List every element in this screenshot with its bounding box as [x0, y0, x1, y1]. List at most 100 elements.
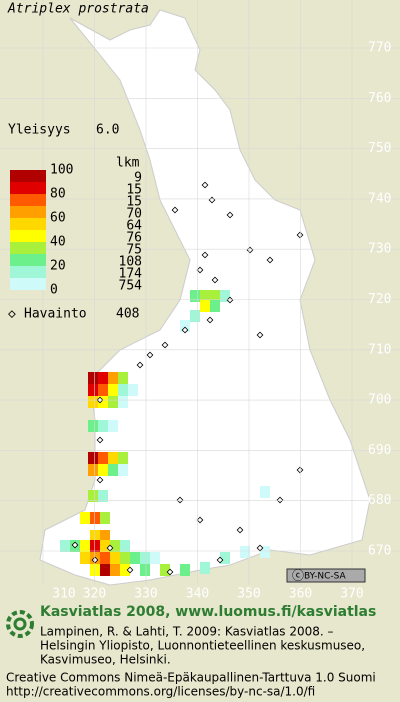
grid-cell — [88, 452, 98, 464]
grid-cell — [118, 372, 128, 384]
grid-cell — [118, 384, 128, 396]
legend-count: 64 — [126, 219, 142, 234]
grid-cell — [190, 290, 200, 302]
observation — [106, 544, 114, 552]
y-tick-label: 720 — [368, 292, 391, 307]
logo — [6, 610, 34, 638]
legend-swatch — [10, 206, 46, 218]
grid-cell — [108, 372, 118, 384]
x-tick-label: 330 — [134, 587, 157, 602]
occurrence-cells — [60, 181, 304, 576]
grid-cell — [110, 564, 120, 576]
legend-swatch — [10, 170, 46, 182]
grid-cell — [130, 552, 140, 564]
grid-cell — [108, 384, 118, 396]
observation — [166, 568, 174, 576]
legend-count: 174 — [119, 267, 143, 282]
legend-scale-label: 40 — [50, 235, 66, 250]
grid-cell — [180, 320, 190, 332]
y-tick-label: 670 — [368, 544, 391, 559]
observation — [201, 251, 209, 259]
observation — [96, 436, 104, 444]
grid-cell — [90, 530, 100, 542]
grid-cell — [240, 546, 250, 558]
legend-count: 9 — [134, 171, 142, 186]
x-tick-label: 340 — [186, 587, 209, 602]
observation — [196, 516, 204, 524]
observation — [256, 544, 264, 552]
y-tick-label: 700 — [368, 393, 391, 408]
grid-cell — [110, 540, 120, 552]
frequency-label: Yleisyys — [8, 123, 71, 138]
observation — [136, 361, 144, 369]
legend-count: 15 — [126, 183, 142, 198]
observation — [208, 196, 216, 204]
observation-count: 408 — [116, 307, 139, 322]
legend-count: 15 — [126, 195, 142, 210]
grid-cell — [110, 552, 120, 564]
grid-cell — [118, 452, 128, 464]
citation-line: Kasvimuseo, Helsinki. — [40, 653, 171, 667]
y-tick-label: 770 — [368, 41, 391, 56]
observation — [71, 541, 79, 549]
grid-cell — [120, 552, 130, 564]
grid-cell — [108, 420, 118, 432]
observation — [236, 526, 244, 534]
grid-cell — [88, 464, 98, 476]
observation — [296, 466, 304, 474]
license-badge — [286, 568, 366, 583]
grid-cell — [128, 384, 138, 396]
observation — [146, 351, 154, 359]
grid-cell — [260, 486, 270, 498]
observation — [226, 211, 234, 219]
grid-cell — [90, 540, 100, 552]
grid-cell — [60, 540, 70, 552]
grid-cell — [88, 372, 98, 384]
citation-line: Helsingin Yliopisto, Luonnontieteellinen… — [40, 639, 365, 653]
grid-cell — [98, 396, 108, 408]
x-tick-label: 320 — [83, 587, 106, 602]
grid-cell — [100, 530, 110, 542]
count-header: lkm — [116, 156, 140, 171]
y-tick-label: 740 — [368, 191, 391, 206]
legend-swatch — [10, 194, 46, 206]
grid-cell — [88, 490, 98, 502]
y-tick-label: 690 — [368, 443, 391, 458]
license-badge-cc: ⓒ — [292, 569, 304, 583]
observation — [266, 256, 274, 264]
citation-line: Lampinen, R. & Lahti, T. 2009: Kasviatla… — [40, 625, 334, 639]
grid-cell — [108, 464, 118, 476]
license-line: Creative Commons Nimeä-Epäkaupallinen-Ta… — [6, 671, 376, 685]
y-tick-label: 680 — [368, 493, 391, 508]
legend-count: 76 — [126, 231, 142, 246]
legend-scale-label: 100 — [50, 163, 73, 178]
y-tick-label: 710 — [368, 342, 391, 357]
grid-cell — [98, 372, 108, 384]
grid-cell — [100, 564, 110, 576]
observation — [161, 341, 169, 349]
grid-cell — [260, 546, 270, 558]
grid-cell — [100, 552, 110, 564]
grid-cell — [98, 452, 108, 464]
legend-scale-label: 0 — [50, 283, 58, 298]
grid-cell — [190, 310, 200, 322]
x-tick-label: 310 — [52, 587, 75, 602]
grid-cell — [200, 562, 210, 574]
grid-cell — [150, 552, 160, 564]
legend-swatch — [10, 218, 46, 230]
observation — [276, 496, 284, 504]
legend-swatch — [10, 278, 46, 290]
observation-symbol: ◇ — [8, 307, 16, 322]
grid-cell — [118, 464, 128, 476]
x-tick-label: 370 — [340, 587, 363, 602]
grid-cell — [98, 420, 108, 432]
grid-cell — [88, 384, 98, 396]
legend-swatch — [10, 266, 46, 278]
y-tick-label: 760 — [368, 91, 391, 106]
grid-cell — [98, 464, 108, 476]
grid-cell — [90, 512, 100, 524]
license-line: http://creativecommons.org/licenses/by-n… — [6, 685, 315, 699]
grid-cell — [220, 290, 230, 302]
x-tick-label: 350 — [237, 587, 260, 602]
